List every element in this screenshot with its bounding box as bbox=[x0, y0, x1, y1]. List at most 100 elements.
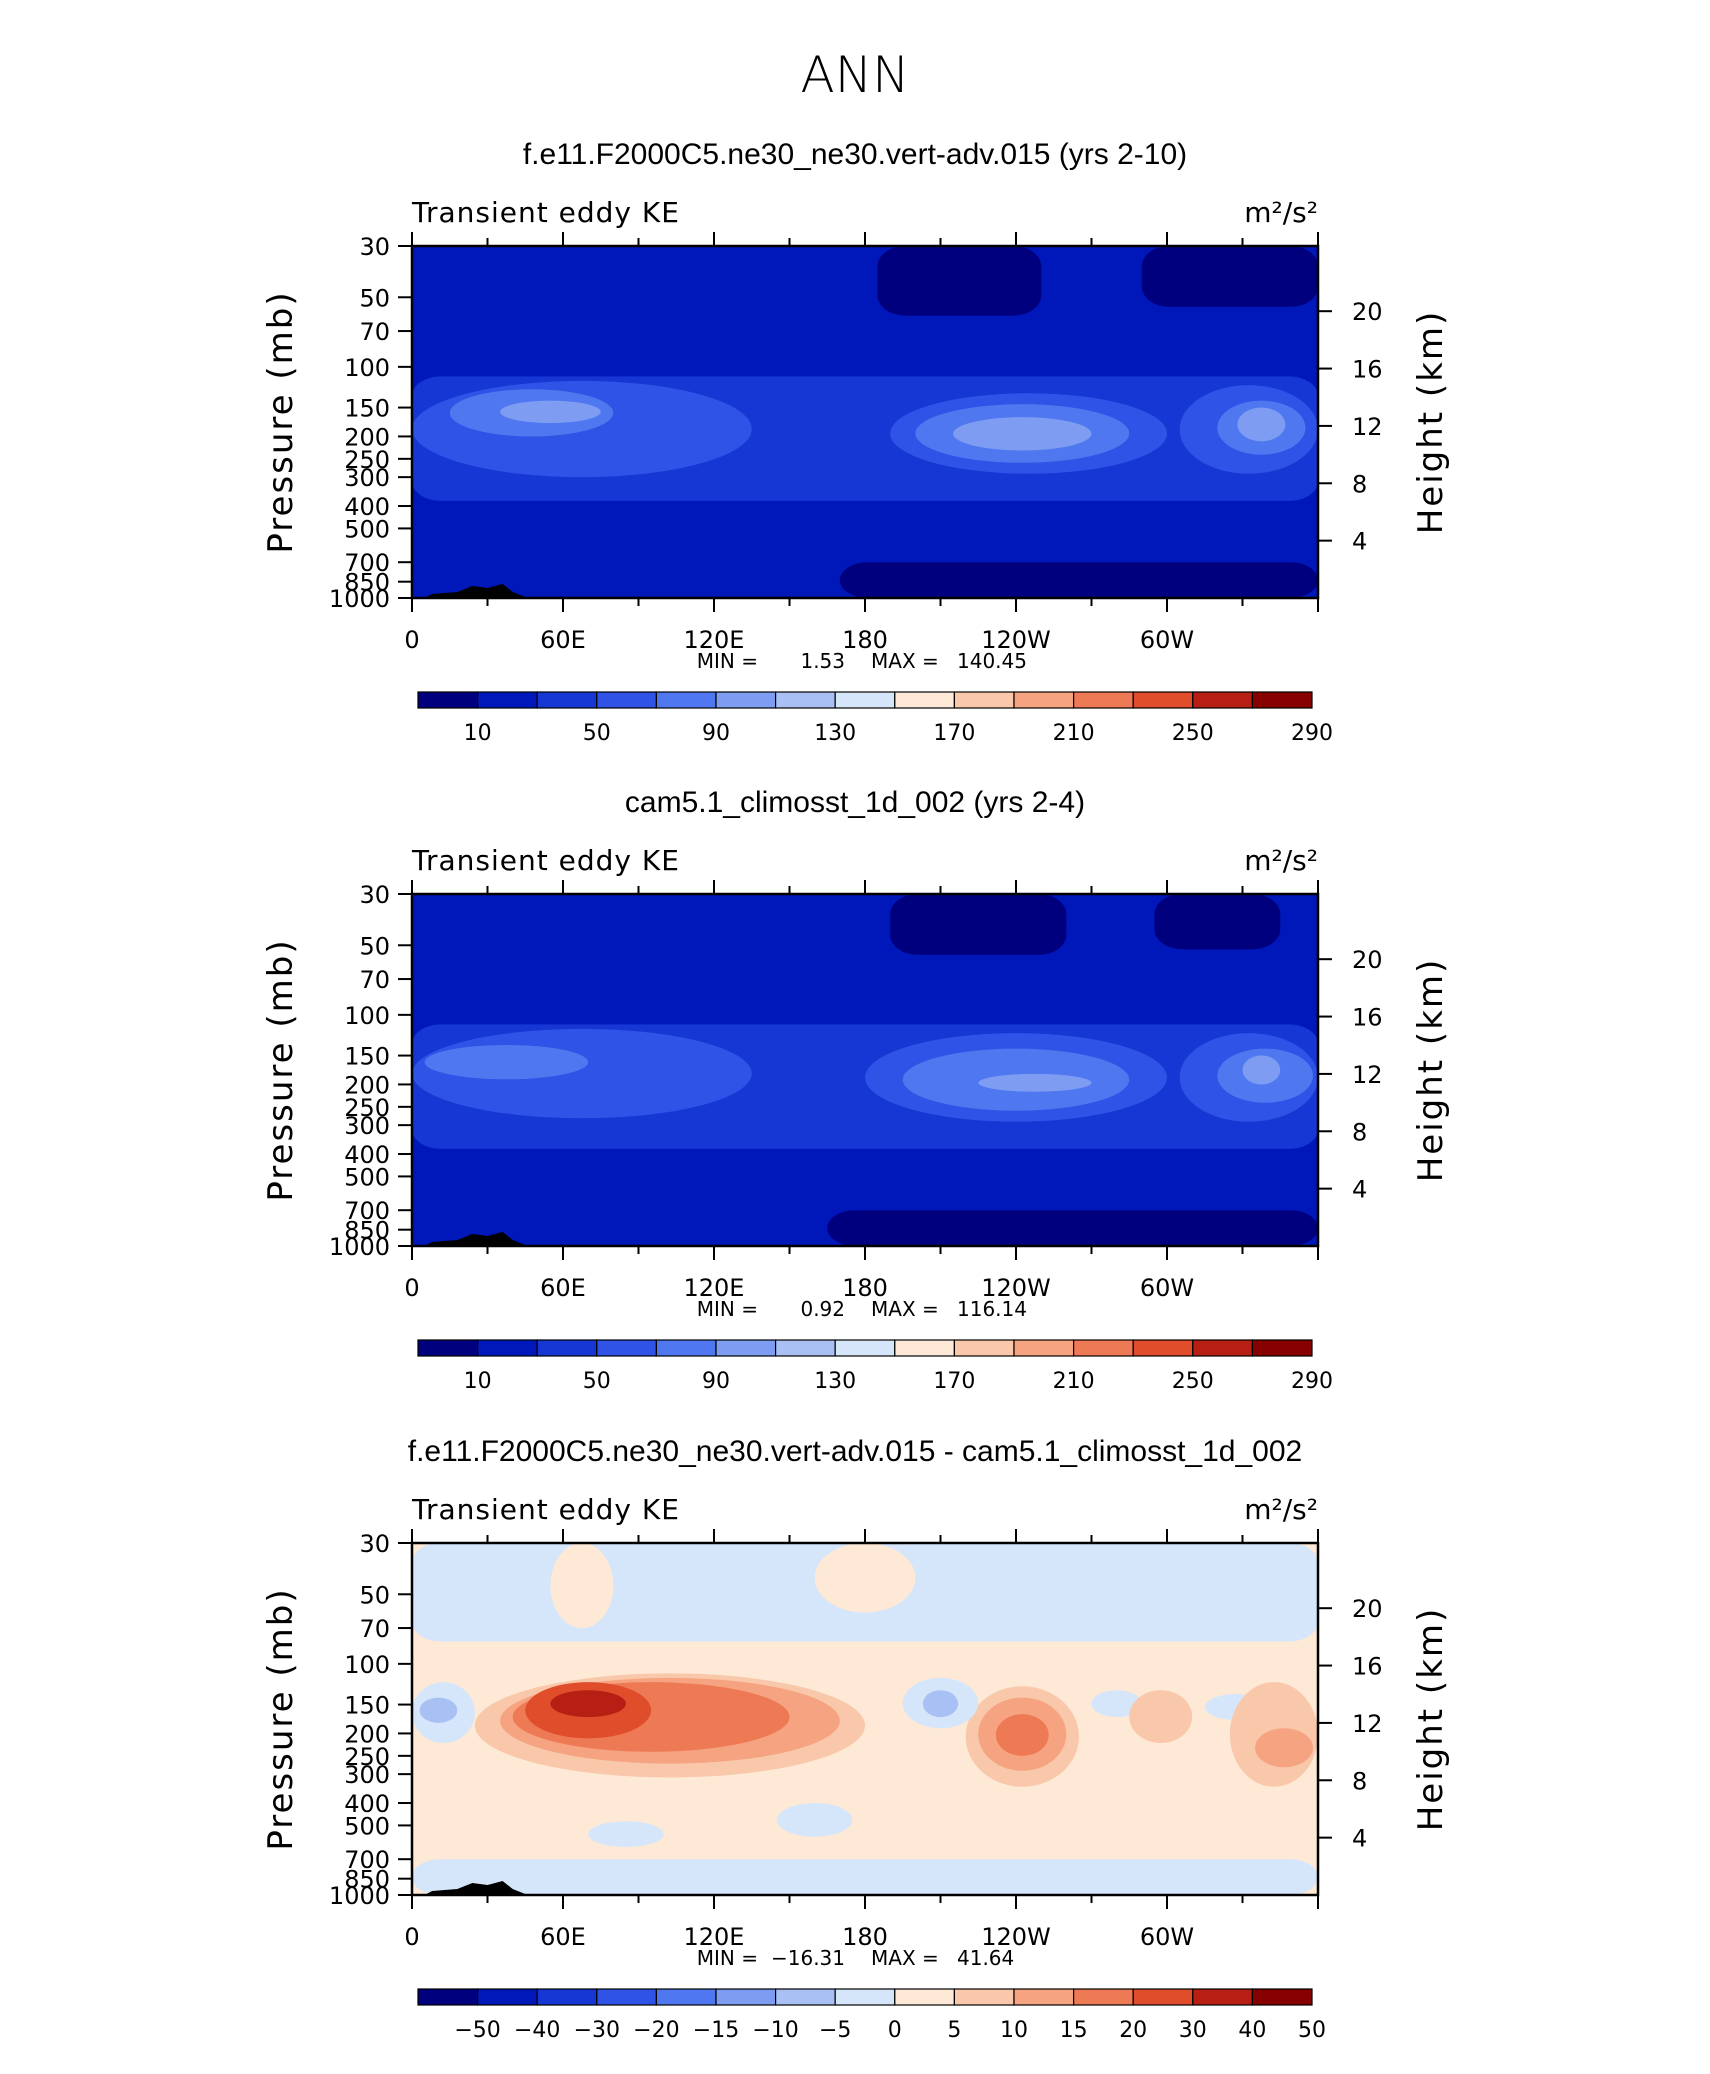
stats-min-label: MIN = bbox=[697, 649, 758, 673]
colorbar-swatch bbox=[834, 691, 896, 709]
contour-field bbox=[412, 894, 1318, 1246]
contour-blob bbox=[550, 1690, 626, 1718]
x-tick-label: 120W bbox=[981, 626, 1051, 654]
y-tick-label: 700 bbox=[344, 1846, 390, 1874]
x-tick-label: 60W bbox=[1140, 626, 1194, 654]
panel-title: f.e11.F2000C5.ne30_ne30.vert-adv.015 (yr… bbox=[523, 138, 1187, 171]
x-tick-label: 60E bbox=[540, 1274, 586, 1302]
contour-blob bbox=[978, 1073, 1092, 1092]
y-tick-label: 200 bbox=[344, 423, 390, 451]
y-tick-label: 500 bbox=[344, 1812, 390, 1840]
y-tick-label: 200 bbox=[344, 1071, 390, 1099]
y-tick-label: 300 bbox=[344, 1761, 390, 1789]
y-tick-label: 30 bbox=[359, 1530, 390, 1558]
colorbar-swatch bbox=[477, 1988, 538, 2006]
panel-left-label: Transient eddy KE bbox=[411, 844, 680, 877]
y-tick-label: 50 bbox=[359, 1581, 390, 1609]
y-tick-label: 250 bbox=[344, 1094, 390, 1122]
colorbar-label: 210 bbox=[1053, 1369, 1095, 1394]
colorbar-swatch bbox=[1013, 691, 1075, 709]
colorbar-swatch bbox=[477, 691, 538, 709]
colorbar-label: 10 bbox=[464, 721, 492, 746]
contour-blob bbox=[1091, 1690, 1142, 1718]
panel-units-label: m²/s² bbox=[1244, 1493, 1318, 1526]
contour-blob bbox=[995, 1714, 1049, 1756]
x-tick-label: 60W bbox=[1140, 1923, 1194, 1951]
colorbar-label: −40 bbox=[514, 2018, 560, 2043]
colorbar-swatch bbox=[536, 1339, 598, 1357]
colorbar-swatch bbox=[536, 1988, 598, 2006]
y-tick-label: 150 bbox=[344, 1692, 390, 1720]
colorbar-swatch bbox=[1251, 1339, 1313, 1357]
stats-max-label: MAX = bbox=[871, 649, 939, 673]
y-tick-label: 300 bbox=[344, 464, 390, 492]
colorbar-swatch bbox=[953, 691, 1015, 709]
colorbar-label: −50 bbox=[454, 2018, 500, 2043]
x-tick-label: 120E bbox=[684, 1923, 745, 1951]
contour-blob bbox=[424, 1044, 589, 1080]
colorbar-label: 50 bbox=[1298, 2018, 1326, 2043]
colorbar-label: 5 bbox=[947, 2018, 961, 2043]
y-tick-label: 30 bbox=[359, 881, 390, 909]
contour-blob bbox=[419, 1697, 458, 1723]
colorbar-swatch bbox=[1072, 1988, 1134, 2006]
colorbar-label: 90 bbox=[702, 1369, 730, 1394]
stats-max-value: 116.14 bbox=[957, 1297, 1027, 1321]
colorbar-swatch bbox=[953, 1339, 1015, 1357]
y-axis-title-right: Height (km) bbox=[1411, 310, 1451, 535]
panels: f.e11.F2000C5.ne30_ne30.vert-adv.015 (yr… bbox=[261, 138, 1451, 2043]
colorbar-swatch bbox=[953, 1988, 1015, 2006]
height-tick-label: 8 bbox=[1352, 1118, 1367, 1146]
x-tick-label: 120E bbox=[684, 1274, 745, 1302]
colorbar-label: −5 bbox=[819, 2018, 851, 2043]
colorbar-swatch bbox=[1251, 1988, 1313, 2006]
x-tick-label: 60E bbox=[540, 1923, 586, 1951]
y-tick-label: 1000 bbox=[329, 1882, 390, 1910]
y-tick-label: 70 bbox=[359, 1615, 390, 1643]
contour-field bbox=[412, 1543, 1318, 1895]
colorbar-swatch bbox=[655, 1339, 717, 1357]
x-tick-label: 0 bbox=[404, 1274, 419, 1302]
panel-left-label: Transient eddy KE bbox=[411, 196, 680, 229]
colorbar-label: 290 bbox=[1291, 721, 1333, 746]
contour-blob bbox=[922, 1690, 959, 1718]
colorbar-swatch bbox=[1251, 691, 1313, 709]
panel-units-label: m²/s² bbox=[1244, 196, 1318, 229]
y-tick-label: 850 bbox=[344, 1866, 390, 1894]
colorbar-swatch bbox=[417, 1988, 479, 2006]
contour-blob bbox=[500, 400, 601, 424]
colorbar-swatch bbox=[1192, 1988, 1254, 2006]
height-tick-label: 16 bbox=[1352, 1653, 1383, 1681]
contour-blob bbox=[814, 1543, 916, 1613]
contour-band bbox=[412, 1859, 1318, 1895]
colorbar-swatch bbox=[774, 1339, 836, 1357]
x-tick-label: 180 bbox=[842, 1274, 888, 1302]
colorbar-label: 50 bbox=[583, 721, 611, 746]
y-tick-label: 150 bbox=[344, 1043, 390, 1071]
colorbar-swatch bbox=[1132, 1988, 1194, 2006]
colorbar-label: 10 bbox=[464, 1369, 492, 1394]
contour-blob bbox=[588, 1821, 664, 1848]
colorbar-swatch bbox=[894, 691, 955, 709]
colorbar-label: 250 bbox=[1172, 721, 1214, 746]
colorbar-swatch bbox=[715, 1988, 777, 2006]
height-tick-label: 20 bbox=[1352, 1595, 1383, 1623]
contour-band bbox=[839, 562, 1318, 598]
contour-field bbox=[412, 246, 1318, 598]
y-tick-label: 500 bbox=[344, 515, 390, 543]
colorbar-swatch bbox=[774, 691, 836, 709]
y-tick-label: 100 bbox=[344, 354, 390, 382]
y-tick-label: 400 bbox=[344, 493, 390, 521]
height-tick-label: 4 bbox=[1352, 1825, 1367, 1853]
y-tick-label: 30 bbox=[359, 233, 390, 261]
x-tick-label: 0 bbox=[404, 1923, 419, 1951]
stats-max-label: MAX = bbox=[871, 1946, 939, 1970]
x-tick-label: 60E bbox=[540, 626, 586, 654]
contour-band bbox=[827, 1210, 1318, 1246]
colorbar-swatch bbox=[834, 1339, 896, 1357]
colorbar-swatch bbox=[1013, 1339, 1075, 1357]
colorbar-swatch bbox=[1192, 691, 1254, 709]
panel-left-label: Transient eddy KE bbox=[411, 1493, 680, 1526]
y-tick-label: 70 bbox=[359, 966, 390, 994]
